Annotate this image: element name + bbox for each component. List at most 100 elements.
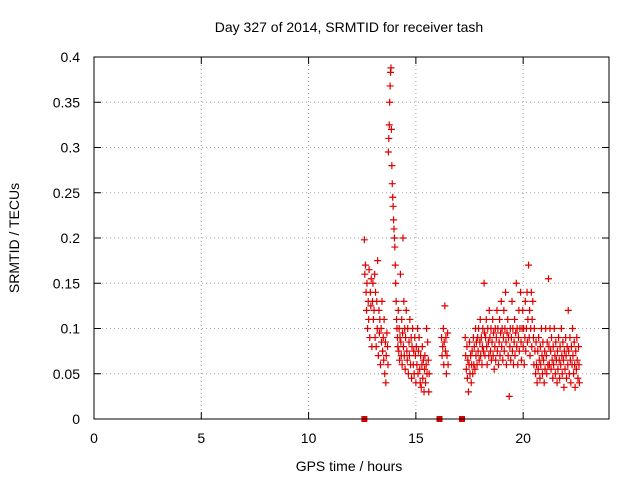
data-point [492,334,500,342]
data-point [535,334,543,342]
data-point [547,365,555,373]
data-point [389,193,397,201]
data-point [573,356,581,364]
data-point [566,334,574,342]
data-point [394,306,402,314]
data-point [390,216,398,224]
data-point [417,383,425,391]
data-point [384,148,392,156]
data-point [559,338,567,346]
data-point [384,343,392,351]
data-point [405,338,413,346]
y-tick-label: 0.2 [61,230,81,246]
data-point [570,370,578,378]
data-point [380,315,388,323]
data-point [550,361,558,369]
data-point [463,343,471,351]
data-point [442,370,450,378]
data-point [471,365,479,373]
data-point [419,374,427,382]
data-point [464,388,472,396]
data-point [414,347,422,355]
data-point [571,383,579,391]
data-point [369,279,377,287]
data-point [502,288,510,296]
data-point [507,334,515,342]
data-point [528,343,536,351]
data-point [422,379,430,387]
data-point [389,202,397,210]
data-point [443,352,451,360]
data-point [390,225,398,233]
data-point [547,334,555,342]
data-point [422,361,430,369]
data-point [505,392,513,400]
data-point [549,343,557,351]
data-point [375,306,383,314]
data-point [534,347,542,355]
data-point [463,374,471,382]
data-point [488,338,496,346]
data-point [506,343,514,351]
data-point [380,356,388,364]
points-layer [360,64,583,422]
data-point [421,352,429,360]
data-point [403,347,411,355]
data-point [547,347,555,355]
data-point [543,338,551,346]
data-point [379,334,387,342]
x-tick-label: 0 [90,430,98,446]
data-point [470,343,478,351]
data-point [367,302,375,310]
data-point [500,347,508,355]
data-point [401,365,409,373]
data-point [537,361,545,369]
data-point [377,325,385,332]
data-point [517,356,525,364]
data-point [383,329,391,337]
y-tick-label: 0.05 [53,366,80,382]
data-point [503,329,511,337]
data-point [504,352,512,360]
data-point [540,356,548,364]
data-point [403,356,411,364]
data-point [468,347,476,355]
data-point [363,279,371,287]
data-point [382,352,390,360]
data-point [567,343,575,351]
data-point [390,234,398,242]
data-point [414,370,422,378]
x-tick-label: 15 [408,430,424,446]
data-point [543,370,551,378]
data-point [489,352,497,360]
data-point [462,365,470,373]
data-point [388,162,396,170]
data-point [476,315,484,323]
data-point [570,338,578,346]
data-point [526,352,534,360]
data-point [479,347,487,355]
data-point [378,297,386,305]
data-point [504,315,512,323]
data-point [557,325,565,332]
data-point [563,374,571,382]
data-point [533,379,541,387]
x-tick-label: 5 [197,430,205,446]
data-point [529,297,537,305]
y-tick-label: 0 [72,411,80,427]
data-point [365,266,373,274]
data-point [560,383,568,391]
data-point [523,338,531,346]
data-point [391,243,399,251]
data-point [554,347,561,355]
data-point [425,388,433,396]
data-point [440,338,448,346]
data-point [406,315,414,323]
data-point [526,306,534,314]
data-point [560,356,568,364]
data-point [497,329,505,337]
data-point [369,315,377,323]
data-point [493,306,501,314]
data-point [569,352,577,360]
